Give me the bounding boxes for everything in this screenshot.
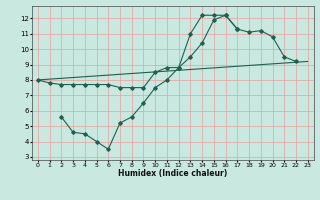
X-axis label: Humidex (Indice chaleur): Humidex (Indice chaleur): [118, 169, 228, 178]
